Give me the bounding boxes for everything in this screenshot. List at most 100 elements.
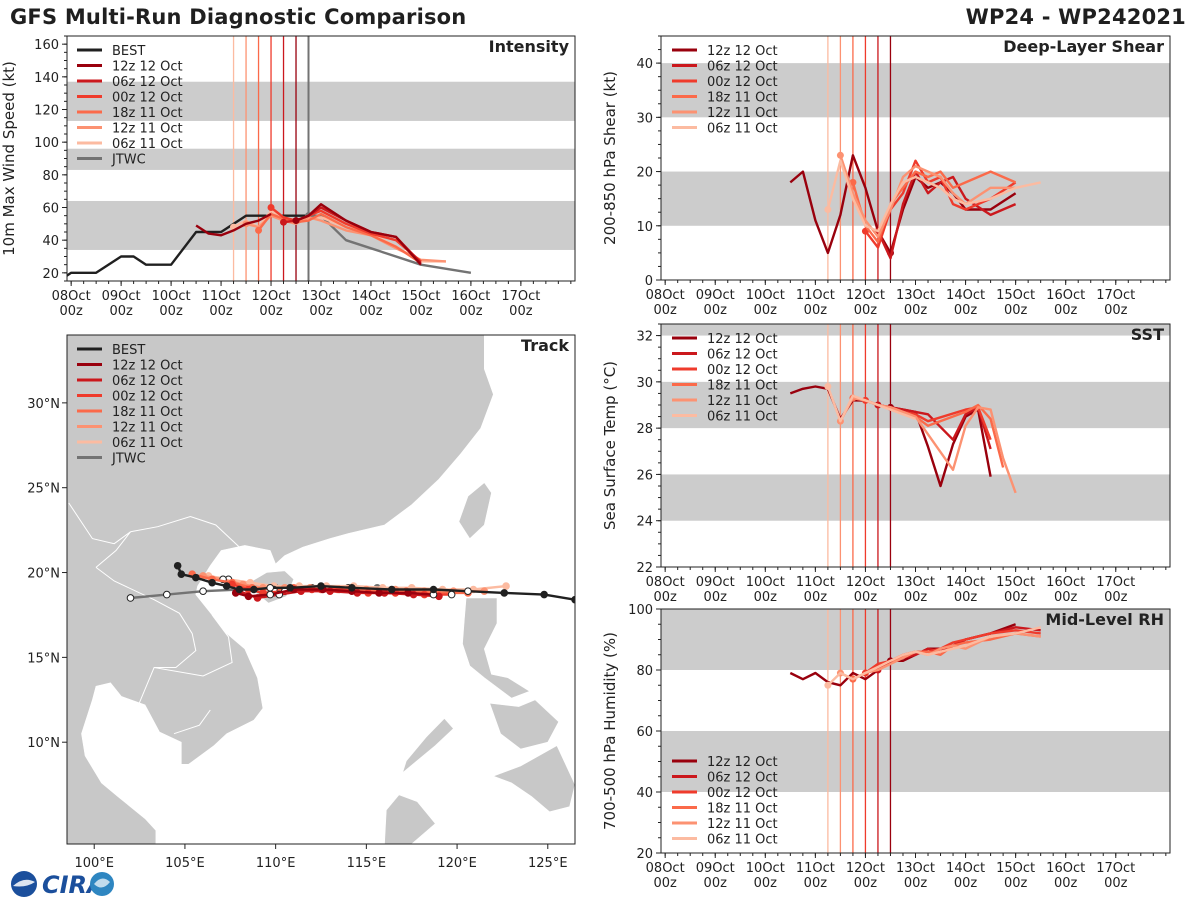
shear-xtick-hour: 00z [804,303,828,318]
intensity-init-point [292,217,300,225]
rh-xtick-day: 11Oct [796,861,835,876]
shear-legend-label: 12z 12 Oct [707,44,778,59]
sst-series-line [826,386,916,423]
shear-xtick-hour: 00z [653,303,677,318]
sst-xtick-hour: 00z [704,590,728,603]
intensity-xtick-hour: 00z [509,304,533,319]
figure-title: GFS Multi-Run Diagnostic Comparison [10,5,467,29]
track-point [266,584,275,592]
track-point [464,587,472,595]
track-point [429,585,438,594]
rh-series-line [827,626,1041,687]
intensity-xtick-day: 17Oct [501,289,540,304]
intensity-xtick-hour: 00z [159,304,183,319]
track-point [192,573,200,582]
mainland-asia [67,335,494,844]
shear-band [661,171,1170,226]
track-point [502,582,510,590]
track-point [540,590,548,599]
shear-xtick-day: 13Oct [896,288,935,303]
rh-xtick-hour: 00z [854,876,878,891]
shear-xtick-day: 16Oct [1046,288,1085,303]
track-xtick-label: 125°E [528,856,568,871]
sst-legend-label: 06z 12 Oct [707,348,778,363]
sst-xtick-day: 13Oct [896,575,935,590]
sst-band [661,324,1170,336]
shear-xtick-hour: 00z [1004,303,1028,318]
sst-xtick-day: 12Oct [846,575,885,590]
intensity-ytick-label: 40 [42,234,59,249]
track-point [317,582,325,590]
intensity-legend-label: BEST [112,44,145,59]
rh-xtick-day: 13Oct [896,861,935,876]
intensity-ylabel: 10m Max Wind Speed (kt) [0,61,18,256]
track-point [250,585,258,594]
rh-ylabel: 700-500 hPa Humidity (%) [601,632,619,830]
intensity-xtick-day: 12Oct [252,289,291,304]
rh-legend-label: 00z 12 Oct [707,786,778,801]
shear-xtick-day: 08Oct [646,288,685,303]
shear-xtick-day: 14Oct [946,288,985,303]
sst-xtick-day: 09Oct [696,575,735,590]
visayas-islands [489,699,560,750]
intensity-xtick-hour: 00z [259,304,283,319]
sst-plot-area [661,324,1170,567]
sst-legend-label: 18z 11 Oct [707,379,778,394]
shear-xtick-day: 11Oct [796,288,835,303]
intensity-xtick-day: 14Oct [351,289,390,304]
border-line [68,502,131,545]
intensity-panel-title: Intensity [489,37,570,56]
rh-plot-area [661,609,1170,853]
sst-xtick-hour: 00z [754,590,778,603]
rh-ytick-label: 100 [628,603,653,618]
shear-xtick-hour: 00z [1054,303,1078,318]
shear-xtick-day: 15Oct [996,288,1035,303]
track-legend-label: 06z 11 Oct [112,436,183,451]
rh-xtick-day: 08Oct [646,861,685,876]
rh-legend-label: 12z 11 Oct [707,817,778,832]
intensity-init-point [280,218,288,226]
sst-legend-label: 12z 12 Oct [707,332,778,347]
intensity-ytick-label: 100 [34,136,59,151]
track-ytick-label: 15°N [27,651,60,666]
rh-xtick-hour: 00z [704,876,728,891]
intensity-xtick-day: 16Oct [451,289,490,304]
shear-ytick-label: 0 [645,274,653,289]
sst-xtick-day: 17Oct [1096,575,1135,590]
shear-ytick-label: 40 [636,57,653,72]
intensity-xtick-hour: 00z [409,304,433,319]
rh-ytick-label: 60 [636,725,653,740]
rh-band [661,609,1170,670]
track-panel-title: Track [521,336,569,355]
track-point [375,589,383,597]
track-point [222,582,231,590]
track-legend-label: 12z 11 Oct [112,421,183,436]
border-line [173,709,211,735]
rh-xtick-hour: 00z [1104,876,1128,891]
sst-xtick-hour: 00z [804,590,828,603]
border-line [137,614,233,707]
sst-band [661,474,1170,521]
shear-ytick-label: 30 [636,111,653,126]
border-line [130,515,240,548]
sst-legend-label: 12z 11 Oct [707,394,778,409]
sst-xtick-day: 14Oct [946,575,985,590]
track-point [173,561,182,570]
intensity-series-line [270,206,422,263]
track-xtick-label: 120°E [437,856,477,871]
shear-xtick-day: 12Oct [846,288,885,303]
track-point [348,584,356,592]
shear-init-point [824,206,832,214]
sst-legend-label: 00z 12 Oct [707,363,778,378]
intensity-legend-label: 12z 12 Oct [112,60,183,75]
taiwan-island [458,482,492,540]
track-legend-label: 12z 12 Oct [112,359,183,374]
borneo-north [384,794,436,844]
intensity-xtick-hour: 00z [109,304,133,319]
intensity-legend-label: 06z 12 Oct [112,75,183,90]
luzon-island [462,597,531,699]
intensity-legend-label: 06z 11 Oct [112,137,183,152]
shear-chart: 01020304008Oct00z09Oct00z10Oct00z11Oct00… [601,35,1171,318]
track-point [199,587,207,595]
rh-legend-label: 06z 11 Oct [707,833,778,848]
